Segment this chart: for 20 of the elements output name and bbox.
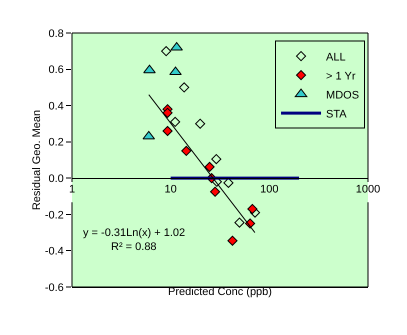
annotation: y = -0.31Ln(x) + 1.02 bbox=[83, 227, 186, 239]
legend-label: MDOS bbox=[326, 89, 360, 102]
annotation: R² = 0.88 bbox=[111, 241, 157, 253]
x-tick-label: 1000 bbox=[356, 183, 380, 196]
legend-label: > 1 Yr bbox=[326, 70, 356, 82]
x-tick-label: 10 bbox=[164, 183, 177, 196]
y-axis-title: Residual Geo. Mean bbox=[30, 110, 43, 210]
y-tick-label: -0.2 bbox=[44, 209, 64, 222]
legend-label: STA bbox=[326, 108, 348, 120]
x-axis-title: Predicted Conc (ppb) bbox=[168, 286, 272, 298]
x-tick-label: 1 bbox=[68, 183, 76, 196]
y-tick-label: -0.4 bbox=[44, 246, 64, 258]
legend-label: ALL bbox=[326, 51, 346, 64]
y-tick-label: 0.4 bbox=[48, 100, 64, 112]
y-tick-label: 0.8 bbox=[48, 28, 64, 40]
y-tick-label: 0.2 bbox=[48, 136, 64, 149]
y-tick-label: 0.0 bbox=[48, 172, 64, 185]
x-tick-label: 100 bbox=[260, 183, 279, 196]
y-tick-label: 0.6 bbox=[48, 64, 64, 76]
y-tick-label: -0.6 bbox=[44, 282, 64, 294]
